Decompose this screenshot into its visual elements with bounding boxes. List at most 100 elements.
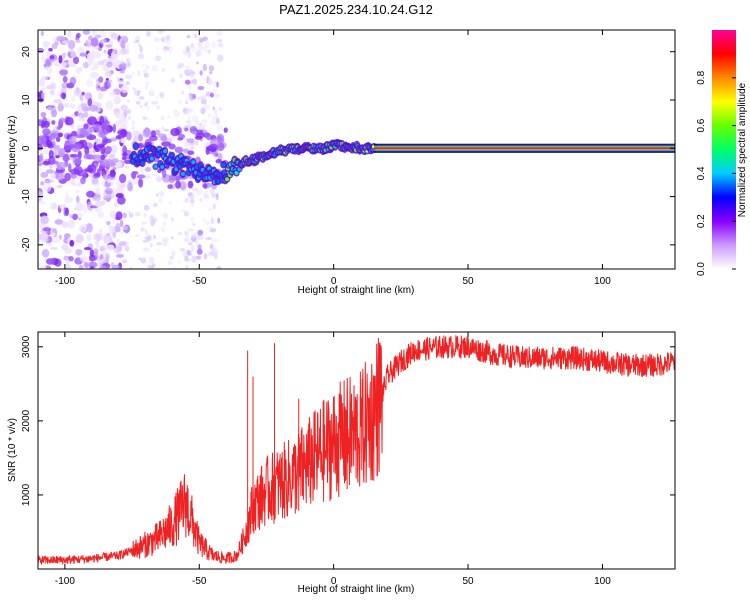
spectrogram-blob: [93, 51, 102, 59]
spectrogram-blob: [49, 202, 57, 210]
spectrogram-blob: [93, 144, 102, 151]
spectrogram-blob: [67, 219, 76, 229]
spectrogram-blob: [214, 247, 218, 254]
spectrogram-blob: [187, 83, 192, 90]
spectrogram-blob: [116, 112, 124, 119]
spectrogram-blob: [118, 173, 127, 184]
spectrogram-blob: [181, 91, 185, 95]
spectrogram-blob: [178, 248, 185, 252]
spectrogram-blob: [109, 169, 116, 178]
spectrogram-blob: [56, 161, 67, 170]
spectrogram-blob: [42, 160, 51, 166]
spectrogram-blob: [56, 125, 62, 131]
spectrogram-blob: [112, 231, 117, 239]
spectrogram-blob: [38, 233, 42, 241]
ridge-core: [225, 177, 230, 182]
ridge-core: [160, 164, 165, 169]
spectrogram-blob: [182, 148, 190, 153]
spectrogram-blob: [87, 97, 93, 107]
spectrogram-blob: [86, 223, 93, 233]
spectrogram-blob: [81, 253, 86, 261]
ridge-core: [191, 160, 196, 165]
spectrogram-blob: [45, 258, 55, 265]
spectrogram-blob: [173, 110, 181, 118]
spectrogram-blob: [186, 138, 195, 144]
spectrogram-blob: [77, 112, 81, 122]
colorbar-label: Normalized spectral amplitude: [737, 82, 748, 217]
spectrogram-blob: [66, 257, 70, 267]
spectrogram-blob: [38, 200, 46, 205]
spectrogram-blob: [112, 167, 117, 171]
spectrogram-blob: [161, 67, 166, 73]
spectrogram-blob: [75, 66, 82, 75]
spectrogram-blob: [77, 104, 83, 114]
spectrogram-blob: [69, 103, 76, 109]
spectrogram-blob: [139, 104, 144, 109]
snr-y-tick-label: 1000: [21, 483, 32, 506]
spectrogram-blob: [70, 177, 76, 186]
spectrogram-blob: [205, 237, 213, 240]
spectrogram-blob: [187, 180, 194, 189]
spectrogram-blob: [199, 198, 203, 203]
ridge-core: [162, 149, 167, 154]
spectrogram-blob: [179, 73, 183, 79]
spectrogram-blob: [154, 202, 157, 207]
spectrogram-blob: [120, 40, 126, 49]
spectrogram-blob: [75, 248, 83, 256]
spectrogram-blob: [74, 134, 85, 139]
colorbar-tick-label: 0.2: [696, 214, 707, 228]
spectrogram-blob: [49, 132, 57, 141]
spectrogram-blob: [92, 197, 102, 202]
spectrogram-blob: [190, 44, 196, 52]
spectrogram-blob: [50, 82, 56, 90]
spectrogram-blob: [127, 181, 133, 192]
spectrogram-blob: [187, 115, 191, 121]
spectrogram-blob: [75, 189, 80, 194]
spectrogram-blob: [50, 109, 58, 118]
ridge-core: [153, 164, 158, 169]
spectrogram-blob: [115, 254, 125, 258]
spectrogram-blob: [146, 235, 152, 242]
spectrogram-blob: [182, 49, 188, 56]
spectrogram-blob: [57, 102, 64, 112]
spectrogram-blob: [105, 70, 113, 78]
spectrogram-blob: [125, 74, 133, 80]
spectrogram-blob: [91, 177, 99, 185]
spectrogram-blob: [209, 243, 214, 249]
spectrogram-blob: [122, 212, 127, 219]
spectrogram-blob: [157, 133, 167, 138]
spectrogram-blob: [105, 235, 114, 244]
spectrogram-blob: [78, 264, 84, 269]
snr-frame: [37, 331, 676, 570]
spectrogram-blob: [184, 98, 188, 103]
spectrogram-blob: [54, 219, 64, 225]
spectrogram-blob: [82, 172, 87, 180]
spectrogram-blob: [200, 107, 206, 115]
spectrogram-blob: [156, 242, 162, 246]
spectrogram-blob: [127, 115, 132, 121]
spectrogram-blob: [79, 94, 84, 101]
ridge-core: [169, 153, 174, 158]
spectrogram-blob: [161, 168, 167, 179]
spectrogram-blob: [156, 248, 160, 253]
spectrogram-blob: [131, 72, 136, 76]
spectrogram-blob: [99, 115, 105, 125]
spectrogram-blob: [82, 203, 88, 214]
colorbar: 0.0 0.2 0.4 0.6 0.8 Normalized spectral ampl…: [696, 30, 748, 276]
spectrogram-blob: [83, 261, 89, 268]
spectrogram-blob: [184, 79, 191, 85]
spectrogram-blob: [202, 217, 206, 223]
spectrogram-blob: [122, 48, 130, 55]
spectrogram-blob: [112, 186, 116, 195]
spectrogram-blob: [93, 61, 100, 69]
spectrogram-blob: [184, 230, 190, 239]
spectrogram-blob: [205, 220, 210, 225]
spectrogram-blob: [138, 257, 142, 261]
spectrogram-blob: [105, 158, 114, 168]
spectrogram-blob: [116, 238, 120, 244]
spectrogram-blob: [218, 42, 224, 48]
spectrogram-blob: [117, 195, 126, 205]
spectrogram-blob: [167, 184, 173, 189]
spectrogram-blob: [208, 70, 213, 75]
